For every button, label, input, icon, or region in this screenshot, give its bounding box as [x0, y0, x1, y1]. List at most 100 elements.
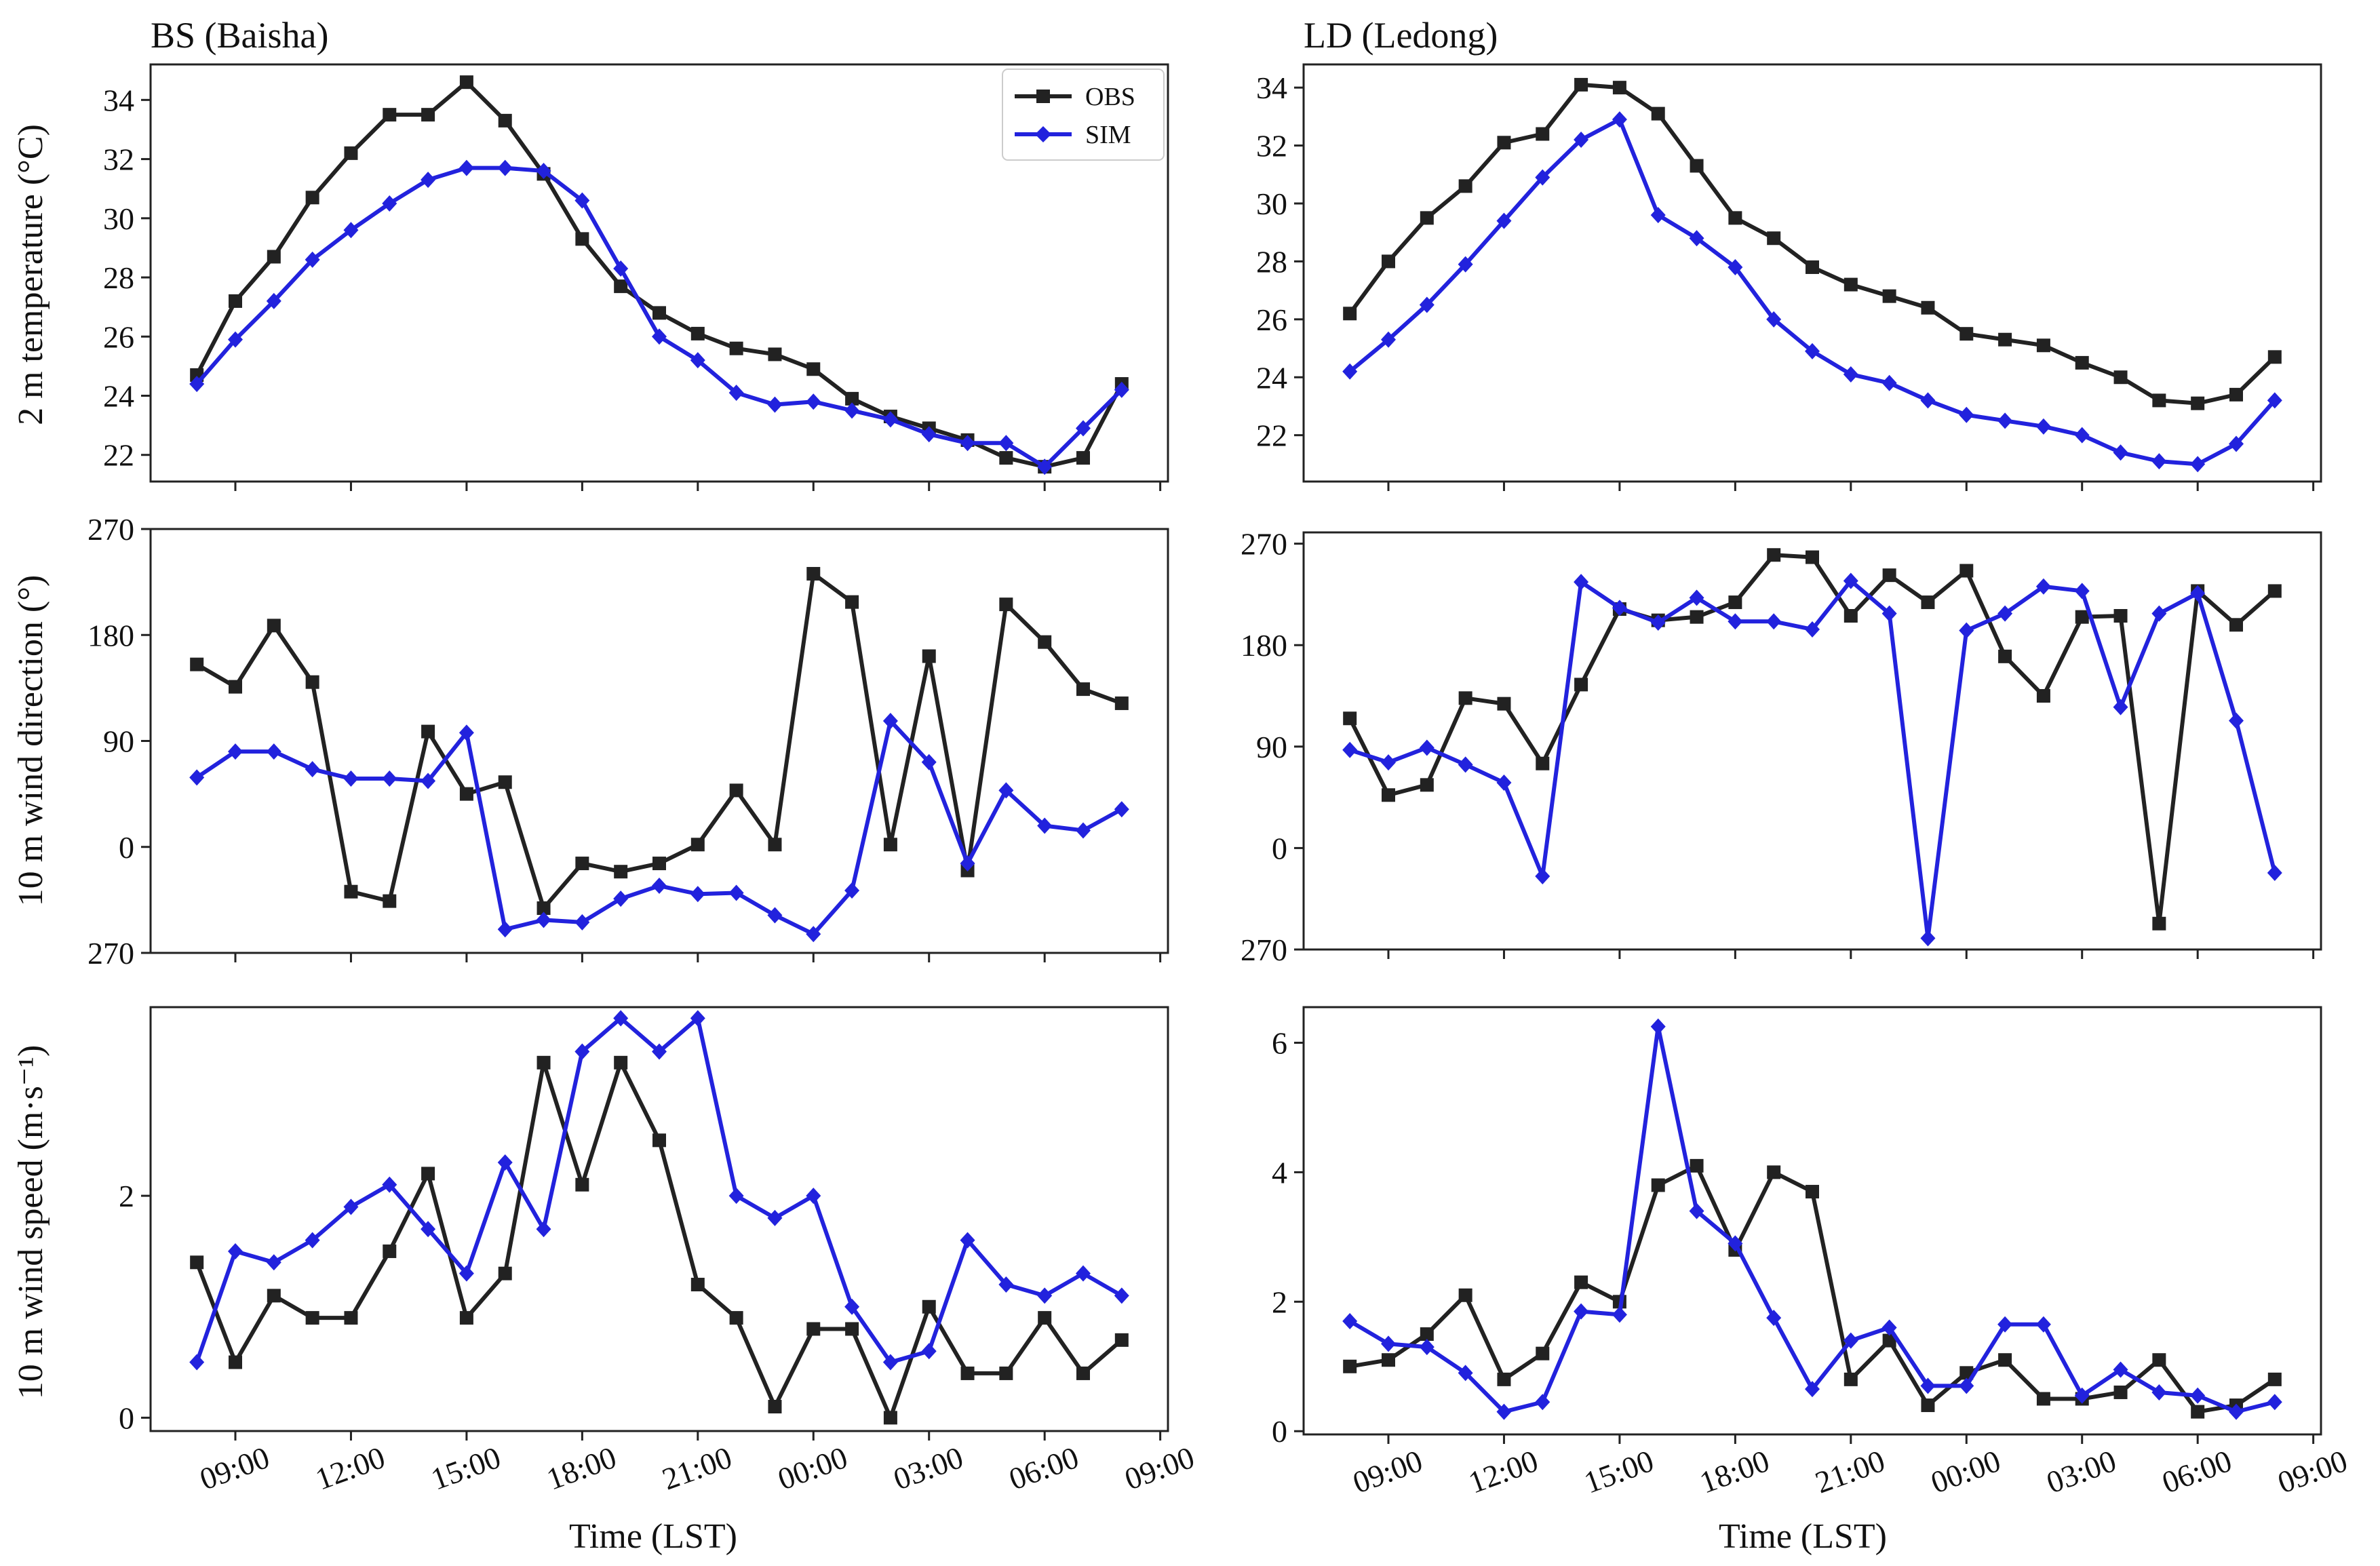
data-point-obs	[1458, 1288, 1472, 1302]
y-tick-label: 22	[103, 438, 134, 473]
data-point-obs	[1343, 711, 1357, 726]
data-point-obs	[1612, 81, 1626, 95]
data-point-sim	[1612, 111, 1627, 128]
data-point-obs	[1806, 1185, 1819, 1199]
data-point-obs	[1458, 179, 1472, 193]
data-point-obs	[806, 362, 821, 376]
data-point-obs	[305, 1311, 319, 1325]
legend-obs-marker	[1036, 90, 1050, 103]
data-point-sim	[1920, 1377, 1936, 1394]
y-tick-label: 90	[103, 724, 134, 759]
data-point-obs	[1882, 568, 1896, 583]
data-point-sim	[536, 1221, 551, 1238]
y-tick-label: 2	[119, 1179, 134, 1213]
y-tick-label: 0	[1272, 831, 1287, 865]
data-point-obs	[267, 619, 281, 633]
data-point-sim	[882, 411, 898, 428]
y-tick-label: 32	[103, 142, 134, 177]
data-point-sim	[1574, 132, 1589, 149]
data-point-sim	[960, 855, 975, 872]
data-point-obs	[768, 347, 782, 361]
data-point-obs	[652, 857, 666, 871]
data-point-sim	[305, 251, 320, 268]
data-point-obs	[1998, 332, 2012, 347]
data-point-sim	[728, 385, 744, 402]
data-point-sim	[1381, 754, 1396, 771]
data-point-sim	[305, 761, 320, 778]
data-point-sim	[1342, 741, 1358, 758]
data-point-sim	[228, 1242, 243, 1259]
data-point-obs	[1076, 682, 1090, 697]
data-point-obs	[2229, 387, 2243, 402]
data-point-sim	[921, 753, 937, 770]
data-point-sim	[497, 1154, 513, 1171]
data-point-sim	[459, 159, 474, 176]
data-point-obs	[2075, 610, 2089, 624]
y-tick-label: 0	[119, 830, 134, 865]
data-point-sim	[806, 393, 821, 410]
data-point-sim	[1728, 613, 1743, 630]
data-point-obs	[344, 146, 358, 160]
data-point-sim	[1689, 1202, 1704, 1219]
data-point-sim	[998, 1276, 1014, 1293]
data-point-obs	[2191, 1405, 2205, 1419]
data-point-obs	[305, 675, 319, 689]
data-point-sim	[574, 192, 590, 209]
data-point-obs	[190, 1255, 204, 1270]
data-point-sim	[1959, 622, 1974, 639]
data-point-sim	[613, 260, 629, 277]
data-point-obs	[459, 1311, 473, 1325]
data-point-obs	[229, 294, 242, 308]
data-point-obs	[1382, 788, 1395, 802]
data-point-sim	[421, 772, 436, 789]
data-point-obs	[999, 598, 1013, 612]
data-point-sim	[2113, 1361, 2128, 1378]
data-point-obs	[1497, 136, 1511, 150]
data-point-sim	[1843, 1332, 1858, 1349]
ylabel-temperature: 2 m temperature (°C)	[12, 124, 50, 425]
data-point-obs	[729, 783, 743, 798]
data-point-sim	[2074, 427, 2090, 444]
data-point-sim	[1076, 822, 1091, 839]
y-tick-label: 270	[87, 936, 134, 971]
y-tick-label: 34	[1256, 71, 1287, 105]
data-point-obs	[1420, 211, 1434, 225]
data-point-obs	[2113, 609, 2128, 623]
data-point-sim	[1458, 1365, 1473, 1382]
data-point-obs	[1882, 1333, 1896, 1348]
data-point-obs	[2036, 338, 2050, 353]
data-point-obs	[1690, 159, 1704, 173]
data-point-obs	[267, 1289, 281, 1303]
data-point-obs	[575, 857, 589, 871]
data-point-sim	[2229, 1403, 2244, 1420]
data-point-sim	[536, 163, 551, 180]
data-point-sim	[536, 912, 551, 928]
data-point-sim	[844, 882, 860, 899]
data-point-obs	[498, 113, 512, 128]
data-point-sim	[421, 1221, 436, 1238]
data-point-obs	[1536, 127, 1550, 141]
data-point-obs	[1882, 289, 1896, 303]
data-point-obs	[845, 1322, 859, 1336]
data-point-obs	[1921, 595, 1935, 610]
data-point-obs	[305, 191, 319, 205]
data-point-sim	[1114, 801, 1129, 818]
y-tick-label: 0	[1272, 1414, 1287, 1449]
y-tick-label: 6	[1272, 1026, 1287, 1061]
data-point-sim	[1612, 1306, 1627, 1323]
data-point-obs	[1497, 1372, 1511, 1386]
data-point-sim	[1574, 1303, 1589, 1320]
data-point-sim	[228, 331, 243, 348]
data-point-sim	[497, 159, 513, 176]
data-point-sim	[266, 743, 281, 760]
data-point-sim	[459, 724, 474, 741]
data-point-sim	[1650, 1018, 1666, 1035]
data-point-sim	[382, 770, 397, 787]
data-point-obs	[768, 838, 782, 852]
data-point-sim	[574, 1043, 590, 1060]
data-point-obs	[2267, 1372, 2282, 1386]
data-point-obs	[2191, 396, 2205, 410]
data-point-sim	[1114, 1287, 1129, 1304]
data-point-obs	[960, 1366, 975, 1380]
